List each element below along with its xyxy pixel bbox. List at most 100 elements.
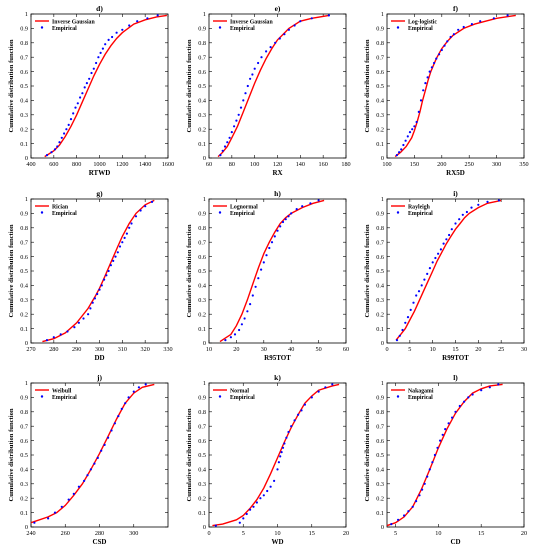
plot-frame <box>208 13 347 159</box>
empirical-point <box>428 70 431 73</box>
x-tick-label: 310 <box>118 346 127 353</box>
empirical-point <box>81 92 84 95</box>
empirical-point <box>433 453 436 457</box>
x-tick-label: 60 <box>343 346 349 353</box>
chart-panel-i: i)00.10.20.30.40.50.60.70.80.910 5 10 15 20 2… <box>364 189 527 362</box>
empirical-point <box>101 47 104 50</box>
empirical-point <box>497 199 500 202</box>
empirical-point <box>417 110 420 113</box>
x-tick-label: 30 <box>261 346 267 353</box>
empirical-point <box>260 268 263 271</box>
empirical-point <box>246 310 249 313</box>
empirical-point <box>462 25 465 29</box>
empirical-point <box>249 77 252 80</box>
empirical-point <box>471 393 474 396</box>
empirical-point <box>244 92 247 95</box>
empirical-point <box>431 261 434 264</box>
empirical-point <box>265 50 268 53</box>
x-tick-label: 10 <box>274 530 280 537</box>
empirical-point <box>257 277 260 280</box>
fit-curve-line <box>30 383 155 524</box>
y-tick-label: 0.1 <box>20 510 28 517</box>
chart-panel-h: h) 0 0.1 0.2 0.3 0.4 0.5 0.6 0.7 0.8 0.9 1 10 20 30 40 5… <box>186 189 349 362</box>
empirical-point <box>58 141 61 144</box>
y-tick-label: 0.2 <box>198 495 206 502</box>
empirical-point <box>406 135 409 138</box>
empirical-point <box>415 120 418 124</box>
empirical-point <box>50 151 53 154</box>
x-tick-label: 50 <box>316 346 322 353</box>
y-tick-label: 0.7 <box>376 54 384 61</box>
empirical-point <box>277 461 280 464</box>
legend-fit-label: Lognormal <box>230 204 258 210</box>
empirical-point <box>287 215 290 218</box>
y-tick-label: 0 <box>25 340 28 347</box>
y-tick-label: 1 <box>203 11 206 18</box>
empirical-point <box>395 339 399 342</box>
empirical-point <box>407 510 410 513</box>
legend-empirical-swatch <box>396 395 400 398</box>
y-tick-label: 0.1 <box>376 326 384 333</box>
empirical-point <box>431 461 434 464</box>
empirical-point <box>240 323 243 326</box>
empirical-point <box>239 106 243 109</box>
legend-empirical-label: Empirical <box>230 211 255 217</box>
x-tick-label: 100 <box>250 161 259 168</box>
y-tick-label: 0.5 <box>198 268 206 275</box>
empirical-point <box>423 482 426 485</box>
empirical-point <box>123 236 126 239</box>
empirical-point <box>118 245 122 248</box>
x-tick-label: 15 <box>452 346 458 353</box>
empirical-point <box>156 14 159 17</box>
empirical-point <box>242 99 245 102</box>
x-tick-label: 200 <box>437 161 446 168</box>
x-tick-label: 25 <box>498 346 504 353</box>
empirical-point <box>458 404 461 408</box>
x-tick-label: 10 <box>206 346 212 353</box>
legend-empirical-label: Empirical <box>408 211 433 217</box>
x-tick-label: 15 <box>309 530 315 537</box>
legend-empirical-swatch <box>40 211 44 214</box>
x-tick-label: 5 <box>242 530 245 537</box>
empirical-point <box>252 505 255 508</box>
empirical-point <box>121 28 124 31</box>
x-tick-label: 350 <box>519 161 528 168</box>
empirical-point <box>287 28 290 31</box>
y-tick-label: 1 <box>25 11 28 18</box>
legend-empirical-swatch <box>396 26 400 29</box>
empirical-point <box>281 220 285 224</box>
y-tick-label: 0.1 <box>198 326 206 333</box>
empirical-point <box>324 386 327 389</box>
empirical-point <box>92 67 95 70</box>
empirical-point <box>88 77 91 80</box>
y-tick-label: 0 <box>25 155 28 162</box>
empirical-point <box>408 131 412 134</box>
y-tick-label: 0.6 <box>376 254 384 261</box>
y-tick-label: 0.7 <box>376 239 384 246</box>
y-tick-label: 0.6 <box>198 69 206 76</box>
empirical-point <box>246 84 249 88</box>
panel-label: g) <box>96 189 103 198</box>
empirical-point <box>426 272 429 275</box>
x-tick-label: 300 <box>95 346 104 353</box>
y-tick-label: 0.3 <box>198 297 206 304</box>
y-tick-label: 0.6 <box>20 69 28 76</box>
fit-curve-line <box>219 199 325 343</box>
empirical-point <box>33 521 36 524</box>
panel-label: k) <box>274 373 281 382</box>
empirical-point <box>254 285 257 288</box>
y-tick-label: 0.5 <box>20 268 28 275</box>
empirical-point <box>449 35 452 39</box>
empirical-point <box>266 489 269 493</box>
y-tick-label: 0.9 <box>376 26 384 33</box>
empirical-point <box>426 76 429 79</box>
y-tick-label: 0.9 <box>376 395 384 402</box>
y-tick-label: 0.7 <box>20 423 28 430</box>
y-tick-label: 0.4 <box>20 283 28 290</box>
empirical-point <box>60 136 63 139</box>
plot-frame <box>208 382 347 528</box>
fit-curve-line <box>395 199 502 341</box>
x-axis-label: WD <box>271 538 283 546</box>
empirical-point <box>421 488 424 491</box>
